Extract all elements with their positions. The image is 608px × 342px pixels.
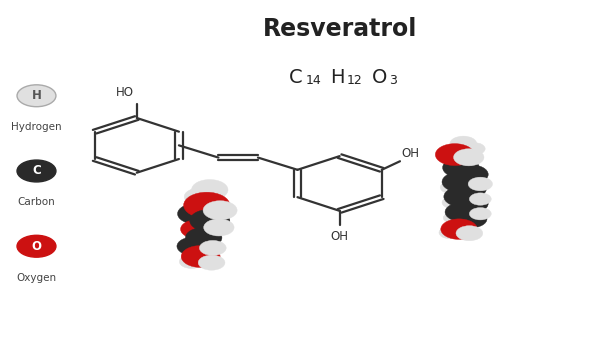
Circle shape [17, 235, 56, 257]
Circle shape [444, 186, 480, 207]
Circle shape [456, 226, 483, 241]
Text: 3: 3 [389, 74, 397, 87]
Text: O: O [32, 240, 41, 253]
Text: OH: OH [331, 230, 348, 243]
Circle shape [203, 201, 237, 220]
Circle shape [190, 209, 230, 232]
Circle shape [184, 192, 230, 218]
Text: OH: OH [402, 147, 420, 160]
Circle shape [450, 136, 477, 151]
Text: H: H [32, 89, 41, 102]
Circle shape [177, 237, 210, 255]
Text: C: C [289, 68, 302, 88]
Text: 12: 12 [347, 74, 363, 87]
Text: 14: 14 [306, 74, 322, 87]
Text: Resveratrol: Resveratrol [263, 17, 418, 41]
Circle shape [463, 143, 485, 155]
Circle shape [469, 208, 491, 220]
Circle shape [443, 212, 463, 223]
Circle shape [179, 255, 204, 268]
Circle shape [17, 160, 56, 182]
Circle shape [439, 226, 461, 239]
Circle shape [192, 180, 228, 200]
Circle shape [442, 172, 478, 192]
Circle shape [454, 165, 488, 184]
Text: Oxygen: Oxygen [16, 273, 57, 282]
Circle shape [181, 246, 220, 267]
Circle shape [441, 219, 477, 239]
Text: C: C [32, 165, 41, 177]
Circle shape [454, 149, 484, 166]
Circle shape [184, 188, 215, 205]
Circle shape [469, 193, 491, 205]
Text: H: H [330, 68, 345, 88]
Circle shape [181, 220, 215, 239]
Circle shape [204, 219, 234, 236]
Circle shape [17, 85, 56, 107]
Circle shape [443, 157, 479, 178]
Circle shape [435, 144, 474, 166]
Circle shape [455, 210, 487, 228]
Text: Hydrogen: Hydrogen [11, 122, 62, 132]
Circle shape [442, 196, 464, 209]
Text: O: O [372, 68, 387, 88]
Circle shape [454, 194, 488, 213]
Circle shape [454, 180, 486, 198]
Circle shape [468, 177, 492, 191]
Circle shape [185, 227, 222, 248]
Text: HO: HO [116, 86, 134, 99]
Circle shape [199, 240, 226, 255]
Circle shape [440, 181, 462, 194]
Circle shape [445, 202, 479, 222]
Circle shape [198, 255, 225, 270]
Text: Carbon: Carbon [18, 197, 55, 207]
Circle shape [178, 203, 214, 224]
